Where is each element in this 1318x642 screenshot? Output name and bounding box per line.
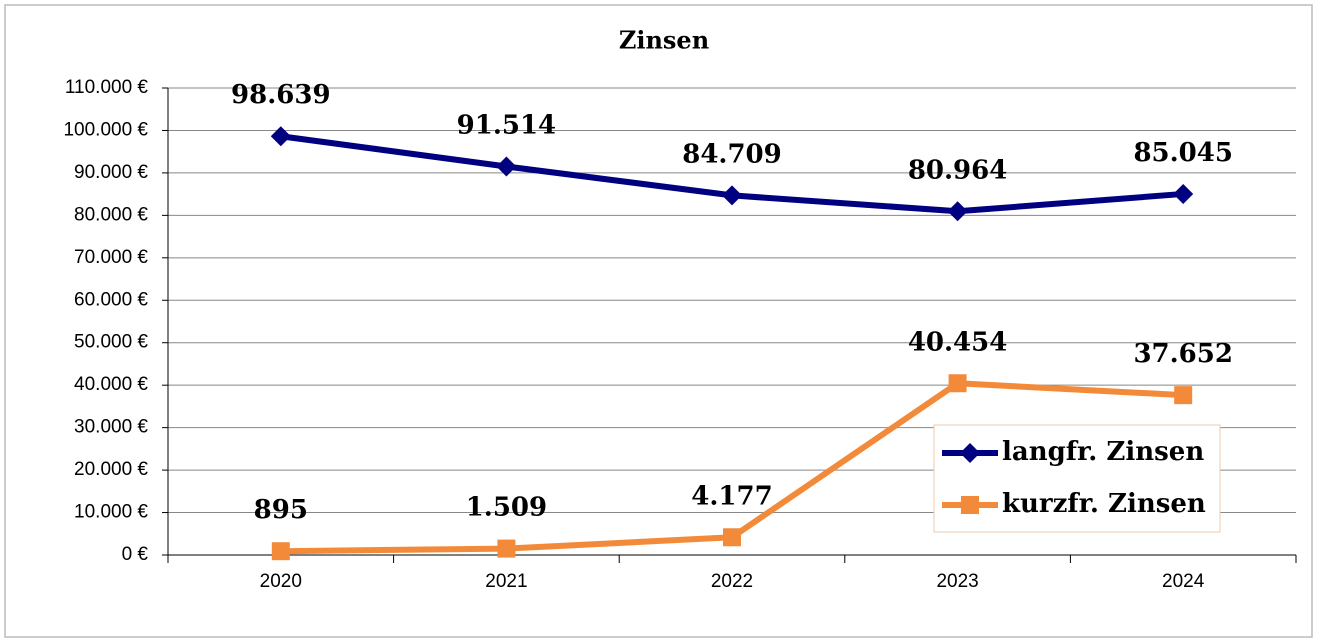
y-tick-label: 70.000 € <box>74 247 148 268</box>
data-point <box>496 156 517 177</box>
data-point <box>497 539 516 558</box>
data-label: 4.177 <box>691 481 772 511</box>
x-tick-label: 2020 <box>260 571 302 592</box>
data-point <box>947 201 968 222</box>
legend-marker <box>960 443 980 463</box>
legend-label: kurzfr. Zinsen <box>1002 489 1206 519</box>
data-label: 85.045 <box>1133 138 1233 168</box>
y-tick-label: 110.000 € <box>65 77 149 98</box>
data-point <box>948 374 967 393</box>
x-tick-label: 2024 <box>1162 571 1205 592</box>
y-tick-label: 50.000 € <box>74 332 148 353</box>
y-tick-label: 20.000 € <box>74 459 148 480</box>
data-label: 895 <box>254 495 308 525</box>
legend-marker <box>961 496 979 514</box>
y-tick-label: 80.000 € <box>74 204 148 225</box>
y-tick-label: 40.000 € <box>74 374 148 395</box>
y-tick-label: 30.000 € <box>74 417 148 438</box>
data-label: 1.509 <box>466 493 547 523</box>
data-label: 84.709 <box>682 139 782 169</box>
legend-box <box>933 424 1221 533</box>
data-point <box>1173 183 1194 204</box>
data-label: 91.514 <box>457 110 557 140</box>
data-label: 37.652 <box>1133 339 1233 369</box>
y-tick-label: 100.000 € <box>63 119 148 140</box>
y-tick-label: 60.000 € <box>74 289 148 310</box>
data-point <box>723 528 741 547</box>
y-tick-label: 90.000 € <box>74 162 148 183</box>
chart-title: Zinsen <box>619 26 709 55</box>
x-tick-label: 2022 <box>711 571 753 592</box>
data-point <box>722 185 742 206</box>
x-tick-label: 2023 <box>936 571 978 592</box>
y-tick-label: 10.000 € <box>74 502 148 523</box>
x-tick-label: 2021 <box>485 571 527 592</box>
legend-label: langfr. Zinsen <box>1002 437 1204 467</box>
data-point <box>1174 386 1193 405</box>
data-point <box>271 542 290 561</box>
data-label: 40.454 <box>908 327 1008 357</box>
data-label: 80.964 <box>908 155 1008 185</box>
data-point <box>270 126 291 147</box>
data-label: 98.639 <box>231 80 331 110</box>
y-tick-label: 0 € <box>122 544 149 565</box>
